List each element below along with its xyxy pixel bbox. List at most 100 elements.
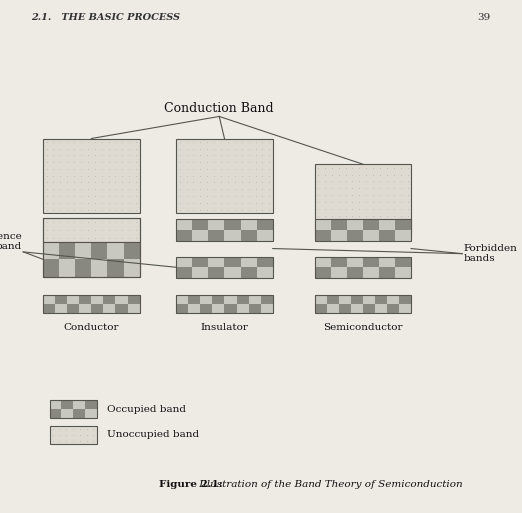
Bar [395,256,411,267]
Bar [363,267,379,278]
Bar [347,230,363,241]
Bar [330,230,347,241]
Bar [124,242,139,260]
Bar [188,304,200,313]
Bar [103,304,115,313]
Bar [108,260,124,277]
Bar [339,304,351,313]
Bar [50,400,97,418]
Bar [75,260,91,277]
Bar [387,304,399,313]
Bar [43,295,139,313]
Bar [43,242,139,277]
Bar [260,295,272,304]
Bar [351,295,363,304]
Bar [43,139,139,213]
Bar [314,304,327,313]
Bar [241,230,257,241]
Text: Conductor: Conductor [64,323,119,332]
Bar [212,295,224,304]
Bar [176,295,272,313]
Bar [327,295,339,304]
Bar [43,242,139,277]
Bar [192,219,208,230]
Bar [224,219,241,230]
Bar [257,230,273,241]
Bar [50,426,97,444]
Bar [241,267,257,278]
Bar [50,400,62,409]
Bar [176,230,192,241]
Bar [85,409,97,418]
Bar [314,295,327,304]
Bar [248,295,260,304]
Bar [127,304,139,313]
Bar [55,295,67,304]
Bar [176,219,272,241]
Bar [208,267,224,278]
Bar [67,295,79,304]
Bar [208,256,224,267]
Text: Valence
band: Valence band [0,232,22,251]
Bar [127,295,139,304]
Bar [200,304,212,313]
Text: Insulator: Insulator [200,323,248,332]
Bar [395,267,411,278]
Bar [327,304,339,313]
Bar [79,304,91,313]
Bar [248,304,260,313]
Bar [176,256,192,267]
Bar [379,219,395,230]
Bar [375,295,387,304]
Bar [314,256,330,267]
Text: 39: 39 [478,13,491,22]
Bar [395,219,411,230]
Bar [176,219,192,230]
Bar [73,400,85,409]
Bar [224,304,236,313]
Bar [176,256,272,278]
Bar [176,304,188,313]
Bar [379,267,395,278]
Bar [59,242,75,260]
Text: Figure 2.1:: Figure 2.1: [159,480,223,489]
Text: Unoccupied band: Unoccupied band [107,430,199,439]
Bar [379,230,395,241]
Bar [91,295,103,304]
Bar [176,219,272,241]
Bar [103,295,115,304]
Bar [50,400,97,418]
Bar [314,295,411,313]
Bar [61,409,73,418]
Bar [387,295,399,304]
Text: Conduction Band: Conduction Band [164,103,274,115]
Bar [363,304,375,313]
Bar [192,256,208,267]
Bar [73,409,85,418]
Bar [224,256,241,267]
Bar [43,218,139,277]
Bar [339,295,351,304]
Bar [208,219,224,230]
Bar [91,304,103,313]
Bar [79,295,91,304]
Bar [43,295,55,304]
Bar [347,267,363,278]
Bar [330,219,347,230]
Bar [351,304,363,313]
Bar [257,219,273,230]
Bar [176,256,272,278]
Bar [67,304,79,313]
Bar [363,256,379,267]
Bar [241,256,257,267]
Bar [236,295,248,304]
Bar [330,256,347,267]
Bar [115,304,127,313]
Bar [43,260,59,277]
Bar [241,219,257,230]
Bar [314,219,411,241]
Bar [192,267,208,278]
Bar [330,267,347,278]
Bar [212,304,224,313]
Bar [347,219,363,230]
